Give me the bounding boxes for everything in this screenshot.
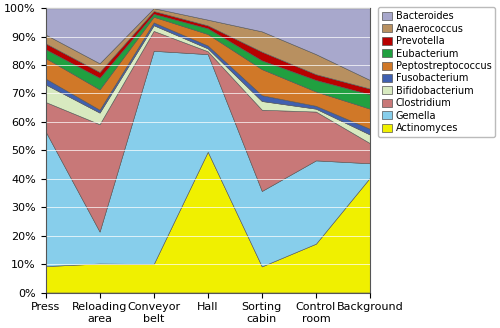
Legend: Bacteroides, Anaerococcus, Prevotella, Eubacterium, Peptostreptococcus, Fusobact: Bacteroides, Anaerococcus, Prevotella, E… <box>378 7 495 137</box>
